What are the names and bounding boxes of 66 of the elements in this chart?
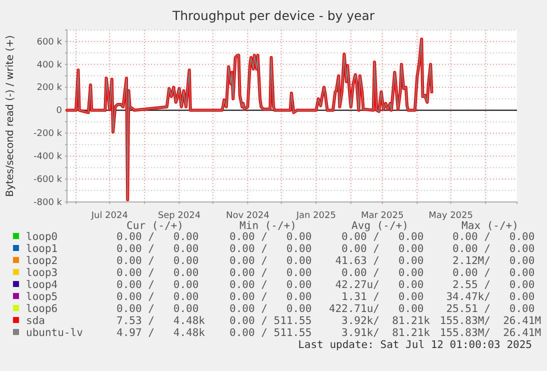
- text: 0.00 / 0.00: [230, 291, 312, 303]
- text: 0.00 / 0.00: [342, 243, 424, 255]
- text: 42.27u/ 0.00: [335, 279, 424, 291]
- text: 155.83M/ 26.41M: [440, 315, 542, 327]
- text: 1.31 / 0.00: [342, 291, 424, 303]
- chart-title: Throughput per device - by year: [171, 8, 376, 23]
- text: 3.91k/ 81.21k: [342, 327, 431, 339]
- text: 41.63 / 0.00: [335, 255, 424, 267]
- text: 4.97 / 4.48k: [116, 327, 206, 339]
- text: 0.00 / 0.00: [452, 231, 535, 243]
- text: 0.00 / 0.00: [230, 279, 312, 291]
- x-tick-label: Nov 2024: [226, 210, 270, 221]
- text: Cur (-/+): [126, 220, 184, 232]
- x-tick-label: May 2025: [428, 210, 473, 221]
- text: 0.00 / 0.00: [452, 267, 535, 279]
- legend-label: loop6: [26, 303, 58, 315]
- legend-label: loop1: [26, 243, 58, 255]
- y-tick-label: -400 k: [34, 152, 63, 162]
- text: Last update: Sat Jul 12 01:00:03 2025: [298, 339, 532, 351]
- text: Min (-/+): [240, 220, 296, 232]
- text: 0.00 / 0.00: [452, 243, 535, 255]
- text: 0.00 / 0.00: [116, 231, 199, 243]
- legend-label: loop2: [26, 255, 58, 267]
- text: 25.51 / 0.00: [446, 303, 535, 315]
- legend-label: ubuntu-lv: [26, 327, 83, 339]
- text: 0.00 / 0.00: [116, 279, 199, 291]
- legend-label: loop4: [26, 279, 58, 291]
- text: 0.00 / 0.00: [342, 267, 424, 279]
- x-tick-label: Mar 2025: [360, 210, 404, 221]
- y-axis-title: Bytes/second read (-) / write (+): [5, 35, 16, 197]
- text: 2.55 / 0.00: [452, 279, 535, 291]
- text: 0.00 / 0.00: [230, 243, 312, 255]
- y-tick-label: -800 k: [34, 198, 63, 208]
- y-tick-label: -600 k: [34, 174, 63, 185]
- text: 3.92k/ 81.21k: [342, 315, 431, 327]
- x-tick-label: Jul 2024: [90, 210, 128, 221]
- text: 0.00 / 0.00: [230, 267, 312, 279]
- y-tick-label: 400 k: [36, 60, 63, 70]
- y-tick-label: 0: [56, 106, 62, 116]
- text: 0.00 / 0.00: [342, 231, 424, 243]
- text: 0.00 / 511.55: [230, 315, 312, 327]
- text: 7.53 / 4.48k: [116, 315, 206, 327]
- x-tick-label: Jan 2025: [295, 210, 336, 221]
- text: 0.00 / 0.00: [230, 231, 312, 243]
- text: 0.00 / 511.55: [230, 327, 312, 339]
- y-tick-label: 600 k: [36, 37, 63, 48]
- text: 155.83M/ 26.41M: [440, 327, 542, 339]
- text: 0.00 / 0.00: [116, 255, 199, 267]
- legend-label: loop0: [26, 231, 58, 243]
- x-tick-label: Sep 2024: [158, 210, 201, 221]
- text: 0.00 / 0.00: [230, 255, 312, 267]
- legend-label: loop3: [26, 267, 58, 279]
- text: 0.00 / 0.00: [116, 291, 199, 303]
- text: 422.71u/ 0.00: [328, 303, 424, 315]
- text: Avg (-/+): [352, 220, 408, 232]
- text: 2.12M/ 0.00: [452, 255, 535, 267]
- text: 34.47k/ 0.00: [446, 291, 535, 303]
- text: 0.00 / 0.00: [116, 243, 199, 255]
- y-tick-label: 200 k: [36, 83, 63, 94]
- y-tick-label: -200 k: [34, 129, 63, 140]
- legend-label: loop5: [26, 291, 58, 303]
- text: 0.00 / 0.00: [116, 303, 199, 315]
- text: 0.00 / 0.00: [116, 267, 199, 279]
- legend-label: sda: [26, 315, 45, 327]
- text: Max (-/+): [462, 220, 518, 232]
- text: 0.00 / 0.00: [230, 303, 312, 315]
